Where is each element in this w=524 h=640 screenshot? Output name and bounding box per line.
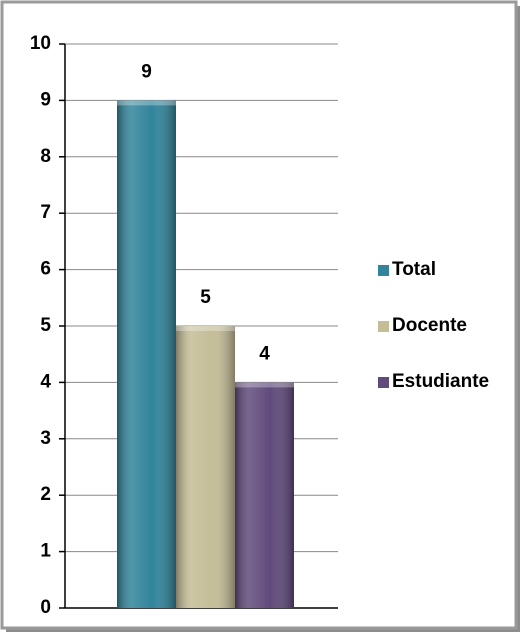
y-tick-label: 4 [40,371,51,392]
bar-shade [117,100,176,609]
legend-label: Estudiante [392,371,489,392]
y-tick-label: 0 [40,597,51,618]
bar-shade [235,382,294,608]
bar-cap [176,326,235,331]
y-tick-label: 5 [40,315,51,336]
bar-shade [176,326,235,608]
y-tick-label: 10 [30,33,51,54]
bar-cap [117,100,176,106]
y-tick-label: 1 [40,541,51,562]
y-tick-label: 2 [40,484,51,505]
data-label: 5 [200,287,211,308]
legend-swatch [378,321,389,332]
y-tick-label: 9 [40,89,51,110]
data-label: 4 [259,343,270,364]
legend-swatch [378,265,389,276]
bar-cap [235,382,294,388]
y-tick-label: 7 [40,202,51,223]
y-tick-label: 3 [40,428,51,449]
legend-label: Docente [392,315,467,336]
y-tick-label: 8 [40,146,51,167]
y-tick-label: 6 [40,259,51,280]
data-label: 9 [141,61,152,82]
legend-swatch [378,377,389,388]
legend-label: Total [392,259,436,280]
